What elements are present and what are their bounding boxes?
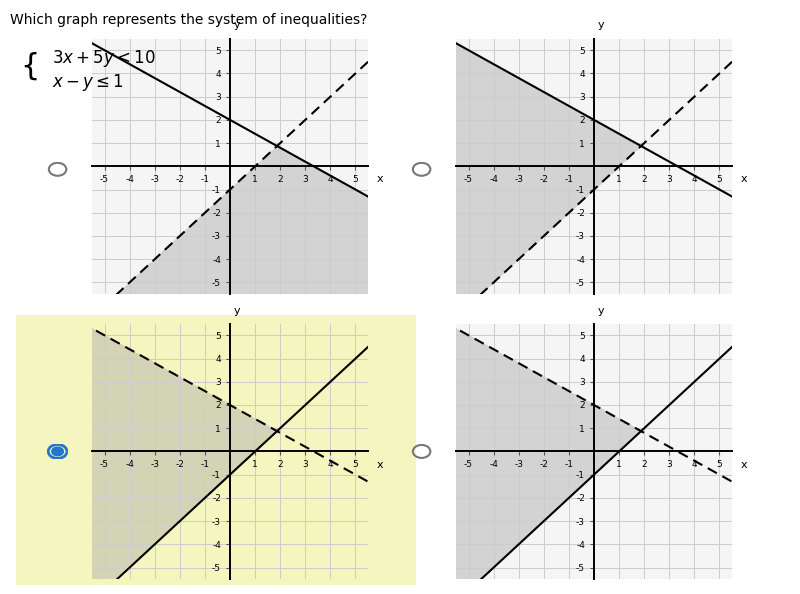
Text: $3x+5y < 10$: $3x+5y < 10$ <box>52 48 156 68</box>
Text: y: y <box>234 20 240 30</box>
Text: y: y <box>598 20 604 30</box>
Text: y: y <box>598 305 604 315</box>
Text: x: x <box>377 175 383 185</box>
Text: x: x <box>741 460 747 470</box>
Text: $x-y \leq 1$: $x-y \leq 1$ <box>52 72 124 93</box>
Circle shape <box>52 447 63 456</box>
Text: x: x <box>741 175 747 185</box>
Text: x: x <box>377 460 383 470</box>
Text: Which graph represents the system of inequalities?: Which graph represents the system of ine… <box>10 13 367 27</box>
Text: $\{$: $\{$ <box>20 50 38 82</box>
Text: y: y <box>234 305 240 315</box>
